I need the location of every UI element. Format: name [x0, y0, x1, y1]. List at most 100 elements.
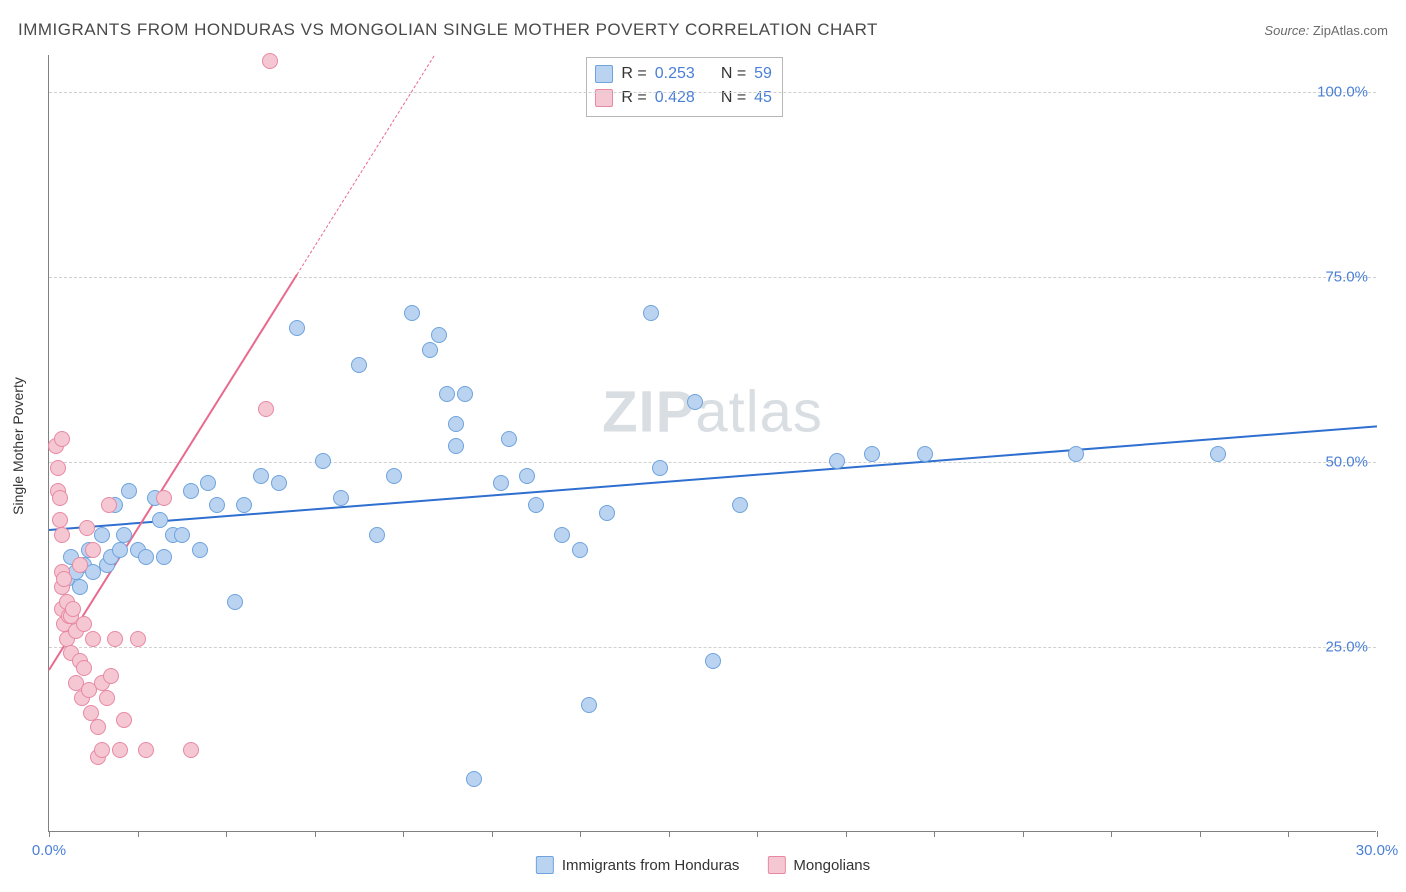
data-point	[501, 431, 517, 447]
data-point	[156, 549, 172, 565]
x-tick-mark	[580, 831, 581, 837]
data-point	[439, 386, 455, 402]
x-tick-mark	[1023, 831, 1024, 837]
data-point	[227, 594, 243, 610]
x-tick-mark	[403, 831, 404, 837]
stat-r-label: R =	[621, 86, 646, 110]
stat-n-label: N =	[721, 86, 746, 110]
data-point	[183, 742, 199, 758]
data-point	[528, 497, 544, 513]
data-point	[431, 327, 447, 343]
data-point	[386, 468, 402, 484]
data-point	[116, 527, 132, 543]
title-bar: IMMIGRANTS FROM HONDURAS VS MONGOLIAN SI…	[18, 20, 1388, 40]
data-point	[94, 742, 110, 758]
legend-stats-row: R = 0.428 N = 45	[595, 86, 772, 110]
legend-swatch	[767, 856, 785, 874]
data-point	[519, 468, 535, 484]
stat-n-value: 45	[754, 86, 772, 110]
y-tick-label: 75.0%	[1325, 269, 1368, 286]
data-point	[864, 446, 880, 462]
x-tick-mark	[1377, 831, 1378, 837]
data-point	[72, 579, 88, 595]
source-label: Source:	[1264, 23, 1309, 38]
legend-swatch	[595, 65, 613, 83]
legend-item: Mongolians	[767, 856, 870, 874]
data-point	[138, 549, 154, 565]
data-point	[1210, 446, 1226, 462]
stat-r-value: 0.428	[655, 86, 695, 110]
stat-r-label: R =	[621, 62, 646, 86]
data-point	[94, 527, 110, 543]
trend-line	[296, 55, 434, 274]
data-point	[652, 460, 668, 476]
legend-label: Immigrants from Honduras	[562, 857, 740, 874]
stat-n-value: 59	[754, 62, 772, 86]
data-point	[732, 497, 748, 513]
data-point	[829, 453, 845, 469]
data-point	[54, 527, 70, 543]
data-point	[112, 742, 128, 758]
watermark-atlas: atlas	[695, 379, 823, 444]
data-point	[262, 53, 278, 69]
data-point	[52, 512, 68, 528]
source-value: ZipAtlas.com	[1313, 23, 1388, 38]
y-tick-label: 50.0%	[1325, 454, 1368, 471]
data-point	[289, 320, 305, 336]
x-tick-mark	[934, 831, 935, 837]
x-tick-label: 0.0%	[32, 842, 66, 859]
data-point	[404, 305, 420, 321]
x-tick-mark	[1288, 831, 1289, 837]
data-point	[116, 712, 132, 728]
watermark-zip: ZIP	[602, 379, 695, 444]
data-point	[156, 490, 172, 506]
data-point	[112, 542, 128, 558]
data-point	[1068, 446, 1084, 462]
data-point	[448, 416, 464, 432]
data-point	[76, 660, 92, 676]
data-point	[466, 771, 482, 787]
bottom-legend: Immigrants from Honduras Mongolians	[536, 856, 870, 874]
data-point	[705, 653, 721, 669]
data-point	[599, 505, 615, 521]
data-point	[493, 475, 509, 491]
x-tick-mark	[1200, 831, 1201, 837]
legend-item: Immigrants from Honduras	[536, 856, 740, 874]
data-point	[174, 527, 190, 543]
legend-stats: R = 0.253 N = 59R = 0.428 N = 45	[586, 57, 783, 117]
data-point	[572, 542, 588, 558]
x-tick-mark	[846, 831, 847, 837]
stat-r-value: 0.253	[655, 62, 695, 86]
data-point	[315, 453, 331, 469]
data-point	[56, 571, 72, 587]
data-point	[130, 631, 146, 647]
data-point	[52, 490, 68, 506]
x-tick-label: 30.0%	[1356, 842, 1399, 859]
gridline	[49, 277, 1376, 278]
data-point	[72, 557, 88, 573]
data-point	[258, 401, 274, 417]
legend-swatch	[536, 856, 554, 874]
data-point	[50, 460, 66, 476]
x-tick-mark	[669, 831, 670, 837]
y-tick-label: 25.0%	[1325, 639, 1368, 656]
data-point	[85, 631, 101, 647]
trend-line	[49, 425, 1377, 531]
data-point	[351, 357, 367, 373]
watermark: ZIPatlas	[602, 378, 823, 445]
data-point	[192, 542, 208, 558]
data-point	[253, 468, 269, 484]
data-point	[581, 697, 597, 713]
data-point	[200, 475, 216, 491]
source-caption: Source: ZipAtlas.com	[1264, 23, 1388, 38]
data-point	[687, 394, 703, 410]
data-point	[99, 690, 115, 706]
gridline	[49, 92, 1376, 93]
data-point	[138, 742, 154, 758]
x-tick-mark	[1111, 831, 1112, 837]
data-point	[90, 719, 106, 735]
x-tick-mark	[315, 831, 316, 837]
x-tick-mark	[492, 831, 493, 837]
data-point	[333, 490, 349, 506]
data-point	[101, 497, 117, 513]
